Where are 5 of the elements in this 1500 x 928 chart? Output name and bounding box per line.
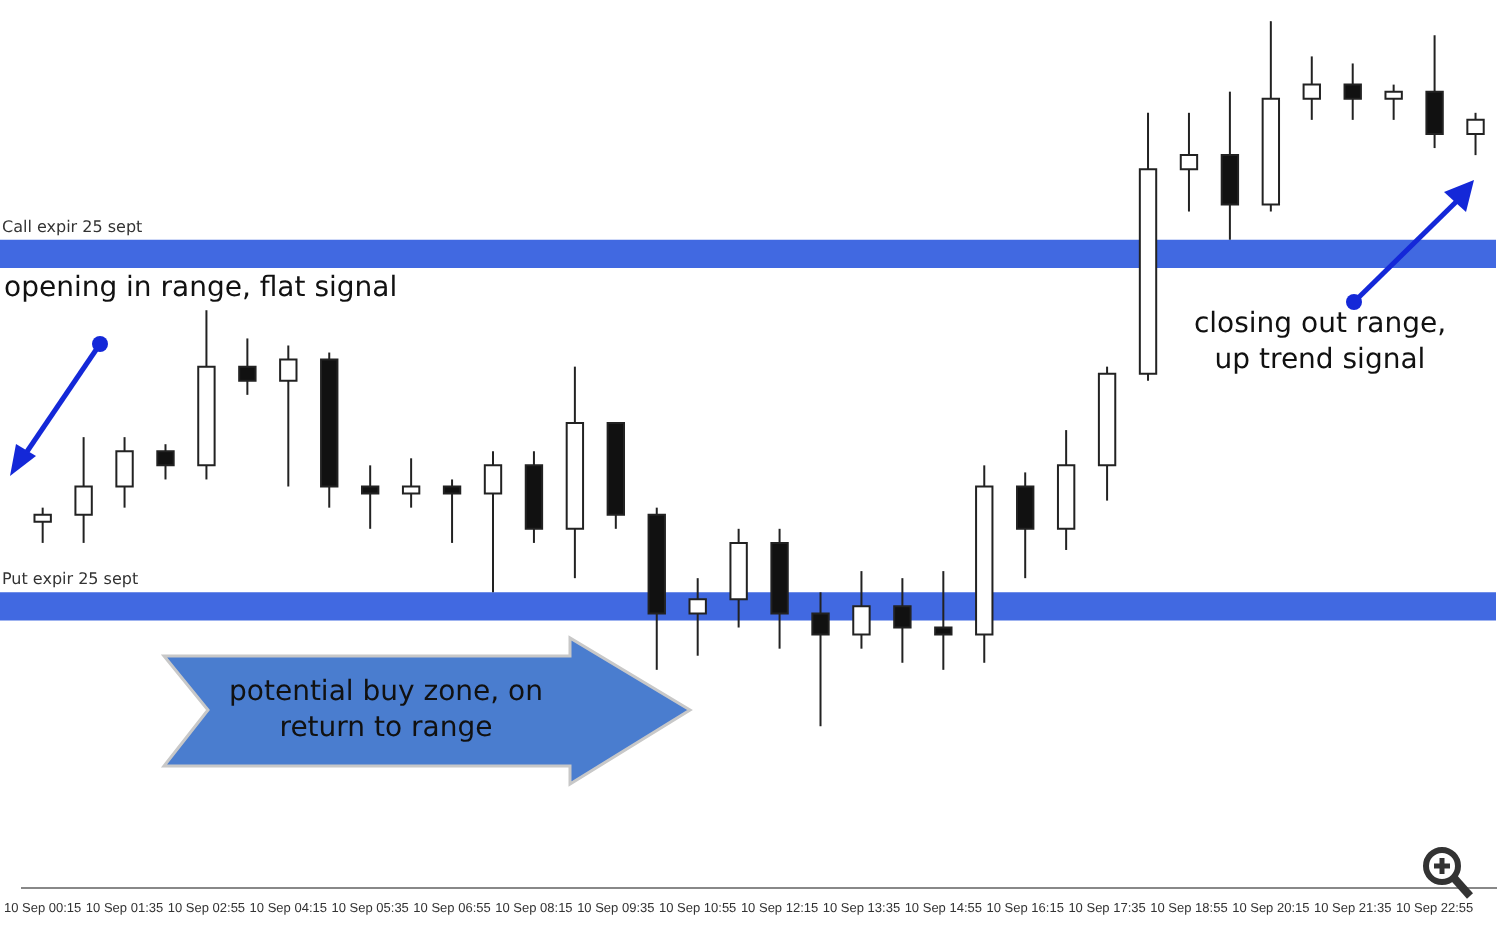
- annotation: potential buy zone, on return to range: [227, 674, 545, 746]
- band-label: Call expir 25 sept: [2, 217, 143, 236]
- annotation: opening in range, flat signal: [4, 270, 400, 306]
- band-label: Put expir 25 sept: [2, 570, 139, 589]
- annotation: closing out range, up trend signal: [1191, 306, 1449, 378]
